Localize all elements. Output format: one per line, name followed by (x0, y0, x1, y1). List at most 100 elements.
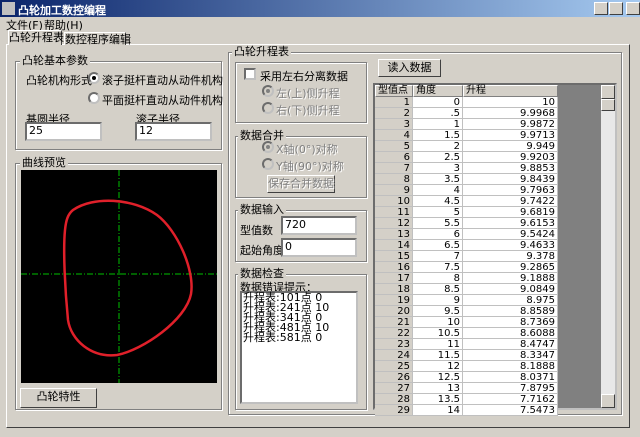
grid-cell: 17 (375, 273, 413, 284)
grid-cell: 6 (375, 152, 413, 163)
grid-cell: 10 (413, 317, 463, 328)
radio-button (262, 102, 274, 114)
checkbox-label: 采用左右分离数据 (260, 70, 348, 83)
label: 凸轮机构形式 (26, 74, 92, 87)
window-title: 凸轮加工数控编程 (18, 4, 106, 17)
grid-cell: 28 (375, 394, 413, 405)
grid-cell: 8.1888 (463, 361, 558, 372)
grid-cell: 11 (375, 207, 413, 218)
radio-button (262, 158, 274, 170)
column-header[interactable]: 升程 (463, 85, 558, 97)
grid-cell: 29 (375, 405, 413, 416)
grid-cell: 10 (463, 97, 558, 108)
grid-cell: 0 (413, 97, 463, 108)
group-label: 凸轮基本参数 (20, 54, 90, 67)
text-input[interactable]: 25 (25, 122, 102, 141)
menu-item[interactable]: 帮助(H) (44, 19, 83, 32)
grid-cell: 9.5 (413, 306, 463, 317)
message-line: 升程表:341点 0 (243, 311, 323, 324)
grid-cell: 26 (375, 372, 413, 383)
grid-cell: 9.6819 (463, 207, 558, 218)
grid-cell: 15 (375, 251, 413, 262)
grid-cell: 9.8853 (463, 163, 558, 174)
grid-cell: 6 (413, 229, 463, 240)
scroll-thumb[interactable] (601, 99, 615, 111)
grid-cell: 2.5 (413, 152, 463, 163)
grid-cell: 8.5 (413, 284, 463, 295)
text-input[interactable]: 720 (281, 216, 357, 235)
grid-cell: 8 (375, 174, 413, 185)
radio-label: 平面挺杆直动从动件机构 (102, 94, 223, 107)
grid-cell: 1 (413, 119, 463, 130)
group-label: 数据合并 (238, 129, 286, 142)
text-input[interactable]: 12 (135, 122, 212, 141)
grid-cell: 21 (375, 317, 413, 328)
column-header[interactable]: 型值点 (375, 85, 413, 97)
grid-cell: 9.9872 (463, 119, 558, 130)
radio-dot (92, 76, 96, 80)
title-bar: 凸轮加工数控编程 (0, 0, 640, 17)
grid-cell: 7 (413, 251, 463, 262)
radio-dot (266, 89, 270, 93)
grid-cell: 23 (375, 339, 413, 350)
grid-cell: 5 (375, 141, 413, 152)
grid-cell: 4 (375, 130, 413, 141)
app-icon (2, 2, 15, 15)
checkbox[interactable] (244, 68, 256, 80)
message-line: 升程表:241点 10 (243, 301, 330, 314)
grid-cell: 11 (413, 339, 463, 350)
group-box (235, 62, 367, 123)
grid-cell: 27 (375, 383, 413, 394)
grid-cell: 10 (375, 196, 413, 207)
grid-cell: 9.0849 (463, 284, 558, 295)
radio-label: 滚子挺杆直动从动件机构 (102, 74, 223, 87)
grid-cell: 3 (413, 163, 463, 174)
close-button[interactable] (626, 2, 640, 15)
radio-label: Y轴(90°)对称 (276, 160, 344, 173)
grid-cell: 19 (375, 295, 413, 306)
label: 起始角度 (240, 244, 284, 257)
scroll-up[interactable] (601, 85, 615, 99)
group-box (235, 274, 367, 410)
tab[interactable]: 凸轮升程表 (8, 30, 64, 45)
grid-cell: 5.5 (413, 218, 463, 229)
grid-cell: 24 (375, 350, 413, 361)
radio-button (262, 85, 274, 97)
grid-cell: 2 (413, 141, 463, 152)
tab[interactable]: 数控程序编辑 (64, 32, 131, 46)
text-input[interactable]: 0 (281, 238, 357, 257)
grid-cell: 9.7963 (463, 185, 558, 196)
grid-cell: 9 (413, 295, 463, 306)
button[interactable]: 读入数据 (378, 59, 441, 77)
radio-button (262, 141, 274, 153)
button: 保存合并数据 (267, 175, 335, 193)
label: 数据错误提示： (240, 281, 317, 294)
group-box (15, 61, 222, 150)
grid-cell: 6.5 (413, 240, 463, 251)
grid-cell: 1 (375, 97, 413, 108)
minimize-button[interactable] (594, 2, 608, 15)
radio-label: X轴(0°)对称 (276, 143, 338, 156)
grid-cell: 9.378 (463, 251, 558, 262)
grid-cell: 18 (375, 284, 413, 295)
grid-cell: 8.7369 (463, 317, 558, 328)
menu-item[interactable]: 文件(F) (6, 19, 43, 32)
scroll-down[interactable] (601, 394, 615, 408)
grid-cell: 8.6088 (463, 328, 558, 339)
grid-cell: 8.975 (463, 295, 558, 306)
button[interactable]: 凸轮特性 (20, 388, 97, 408)
grid-cell: 7.5473 (463, 405, 558, 416)
scrollbar[interactable] (601, 85, 615, 408)
column-header[interactable]: 角度 (413, 85, 463, 97)
message-list: 升程表:101点 0 升程表:241点 10 升程表:341点 0 升程表:481点 … (240, 291, 358, 404)
grid-cell: 4 (413, 185, 463, 196)
radio-dot (266, 145, 270, 149)
radio-button[interactable] (88, 92, 100, 104)
maximize-button[interactable] (609, 2, 623, 15)
radio-button[interactable] (88, 72, 100, 84)
radio-label: 右(下)侧升程 (276, 104, 340, 117)
grid-cell: 9.7422 (463, 196, 558, 207)
grid-cell: 4.5 (413, 196, 463, 207)
grid-cell: 13 (375, 229, 413, 240)
